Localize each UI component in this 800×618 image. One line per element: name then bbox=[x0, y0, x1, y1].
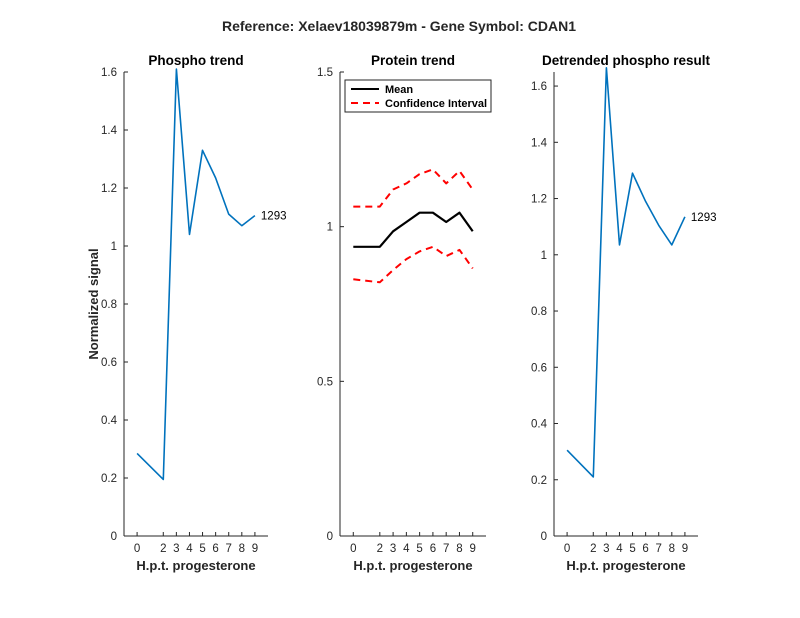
x-tick-label: 8 bbox=[456, 543, 462, 555]
x-axis-label: H.p.t. progesterone bbox=[353, 558, 472, 573]
y-tick-label: 1.2 bbox=[531, 194, 547, 206]
x-tick-label: 2 bbox=[590, 543, 596, 555]
y-tick-label: 0.2 bbox=[531, 475, 547, 487]
series-end-label: 1293 bbox=[261, 211, 287, 223]
x-tick-label: 7 bbox=[656, 543, 662, 555]
x-tick-label: 4 bbox=[186, 543, 193, 555]
x-tick-label: 3 bbox=[603, 543, 609, 555]
x-tick-label: 6 bbox=[430, 543, 436, 555]
detrended-phospho-panel: Detrended phospho result 0 0.2 0.4 0.6 0.8 1 1.… bbox=[531, 53, 717, 573]
panel-title: Phospho trend bbox=[148, 53, 243, 68]
x-tick-label: 3 bbox=[390, 543, 396, 555]
panel-title: Detrended phospho result bbox=[542, 53, 711, 68]
legend-label: Confidence Interval bbox=[385, 98, 487, 110]
y-tick-label: 0 bbox=[327, 531, 333, 543]
x-axis-label: H.p.t. progesterone bbox=[566, 558, 685, 573]
confidence-interval-line bbox=[353, 245, 474, 284]
y-tick-label: 0.5 bbox=[317, 376, 333, 388]
y-tick-label: 0.6 bbox=[531, 362, 547, 374]
phospho-trend-panel: Phospho trend 0 0.2 0.4 0.6 0.8 1 1.2 1.4 1.6 0 2 3 4… bbox=[86, 53, 287, 573]
x-tick-label: 0 bbox=[134, 543, 140, 555]
x-tick-label: 8 bbox=[239, 543, 245, 555]
x-tick-label: 3 bbox=[173, 543, 179, 555]
y-tick-label: 1.6 bbox=[531, 81, 547, 93]
y-tick-label: 1 bbox=[111, 241, 117, 253]
x-tick-label: 6 bbox=[212, 543, 218, 555]
x-tick-label: 9 bbox=[252, 543, 258, 555]
x-tick-label: 4 bbox=[616, 543, 623, 555]
x-tick-label: 9 bbox=[682, 543, 688, 555]
y-axis-label: Normalized signal bbox=[86, 248, 101, 359]
x-tick-label: 5 bbox=[629, 543, 635, 555]
x-tick-label: 5 bbox=[416, 543, 422, 555]
series-line bbox=[136, 68, 256, 481]
series-line bbox=[566, 67, 686, 478]
x-tick-label: 4 bbox=[403, 543, 410, 555]
x-tick-label: 8 bbox=[669, 543, 675, 555]
panel-title: Protein trend bbox=[371, 53, 455, 68]
protein-trend-panel: Protein trend 0 0.5 1 1.5 0 2 3 4 5 6 7 8 9 H.p.t. pro… bbox=[317, 53, 492, 573]
legend-box bbox=[344, 79, 492, 113]
y-tick-label: 0 bbox=[541, 531, 547, 543]
x-tick-label: 2 bbox=[377, 543, 383, 555]
x-tick-label: 9 bbox=[470, 543, 476, 555]
y-tick-label: 0.8 bbox=[531, 306, 547, 318]
y-tick-label: 0.2 bbox=[101, 473, 117, 485]
legend-label: Mean bbox=[385, 84, 413, 96]
x-tick-label: 6 bbox=[642, 543, 648, 555]
y-tick-label: 1.2 bbox=[101, 183, 117, 195]
y-tick-label: 0.6 bbox=[101, 357, 117, 369]
y-tick-label: 0.4 bbox=[531, 419, 548, 431]
x-tick-label: 7 bbox=[443, 543, 449, 555]
y-tick-label: 1.5 bbox=[317, 67, 333, 79]
x-tick-label: 0 bbox=[350, 543, 356, 555]
x-tick-label: 7 bbox=[226, 543, 232, 555]
y-tick-label: 1.4 bbox=[531, 137, 548, 149]
x-tick-label: 2 bbox=[160, 543, 166, 555]
y-tick-label: 1.6 bbox=[101, 67, 117, 79]
x-tick-label: 0 bbox=[564, 543, 570, 555]
figure-suptitle: Reference: Xelaev18039879m - Gene Symbol… bbox=[222, 18, 576, 34]
x-axis-label: H.p.t. progesterone bbox=[136, 558, 255, 573]
y-tick-label: 0 bbox=[111, 531, 117, 543]
series-end-label: 1293 bbox=[691, 212, 717, 224]
y-tick-label: 1 bbox=[327, 222, 333, 234]
y-tick-label: 0.8 bbox=[101, 299, 117, 311]
y-tick-label: 1.4 bbox=[101, 125, 118, 137]
x-tick-label: 5 bbox=[199, 543, 205, 555]
mean-line bbox=[353, 211, 474, 248]
confidence-interval-line bbox=[353, 168, 474, 208]
y-tick-label: 0.4 bbox=[101, 415, 118, 427]
y-tick-label: 1 bbox=[541, 250, 547, 262]
